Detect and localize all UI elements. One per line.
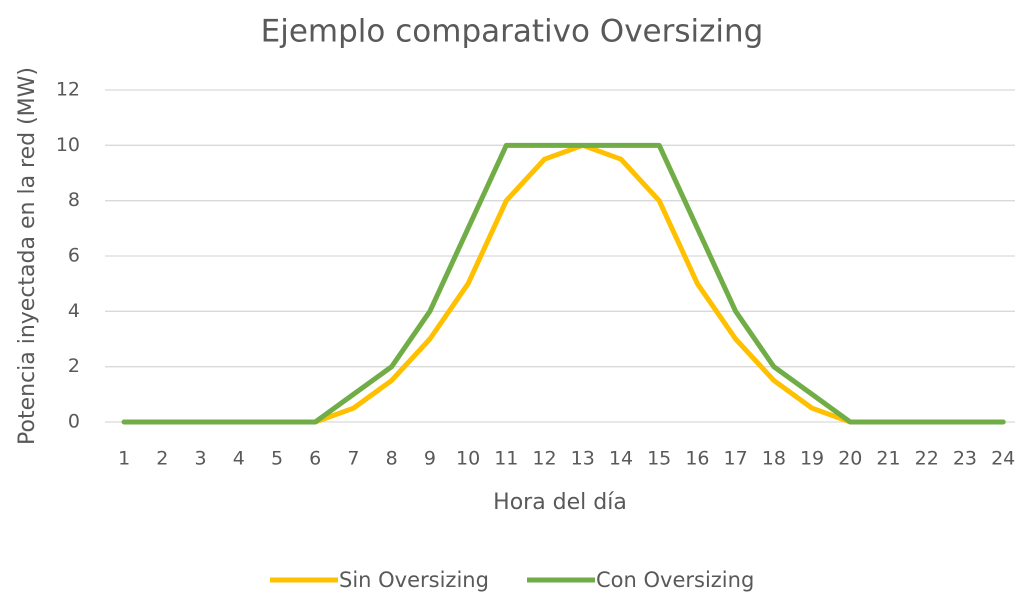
y-tick-label: 4 <box>68 300 80 322</box>
y-tick-label: 2 <box>68 355 80 377</box>
x-tick-label: 8 <box>386 448 398 470</box>
x-tick-label: 1 <box>118 448 130 470</box>
x-tick-label: 3 <box>195 448 207 470</box>
x-tick-label: 14 <box>609 448 633 470</box>
x-axis-label: Hora del día <box>493 490 627 515</box>
legend-label: Sin Oversizing <box>339 568 489 592</box>
y-axis-label: Potencia inyectada en la red (MW) <box>15 67 40 445</box>
x-tick-label: 12 <box>532 448 556 470</box>
x-tick-label: 2 <box>156 448 168 470</box>
x-tick-label: 7 <box>347 448 359 470</box>
y-tick-label: 6 <box>68 245 80 267</box>
line-series <box>121 142 1006 425</box>
x-tick-label: 20 <box>838 448 862 470</box>
y-tick-label: 8 <box>68 189 80 211</box>
x-tick-label: 15 <box>647 448 671 470</box>
x-tick-label: 13 <box>571 448 595 470</box>
x-tick-label: 16 <box>685 448 709 470</box>
line-series <box>121 142 1006 425</box>
x-tick-label: 19 <box>800 448 824 470</box>
x-tick-label: 23 <box>953 448 977 470</box>
x-tick-label: 24 <box>991 448 1015 470</box>
y-tick-label: 10 <box>56 134 80 156</box>
y-tick-label: 0 <box>68 411 80 433</box>
x-tick-label: 18 <box>762 448 786 470</box>
x-tick-label: 10 <box>456 448 480 470</box>
x-tick-label: 22 <box>915 448 939 470</box>
x-tick-label: 17 <box>724 448 748 470</box>
y-tick-label: 12 <box>56 79 80 101</box>
legend-label: Con Oversizing <box>596 568 754 592</box>
chart-title: Ejemplo comparativo Oversizing <box>261 14 764 50</box>
x-tick-label: 21 <box>876 448 900 470</box>
x-tick-label: 11 <box>494 448 518 470</box>
x-tick-label: 6 <box>309 448 321 470</box>
x-tick-label: 4 <box>233 448 245 470</box>
x-tick-label: 5 <box>271 448 283 470</box>
x-tick-label: 9 <box>424 448 436 470</box>
